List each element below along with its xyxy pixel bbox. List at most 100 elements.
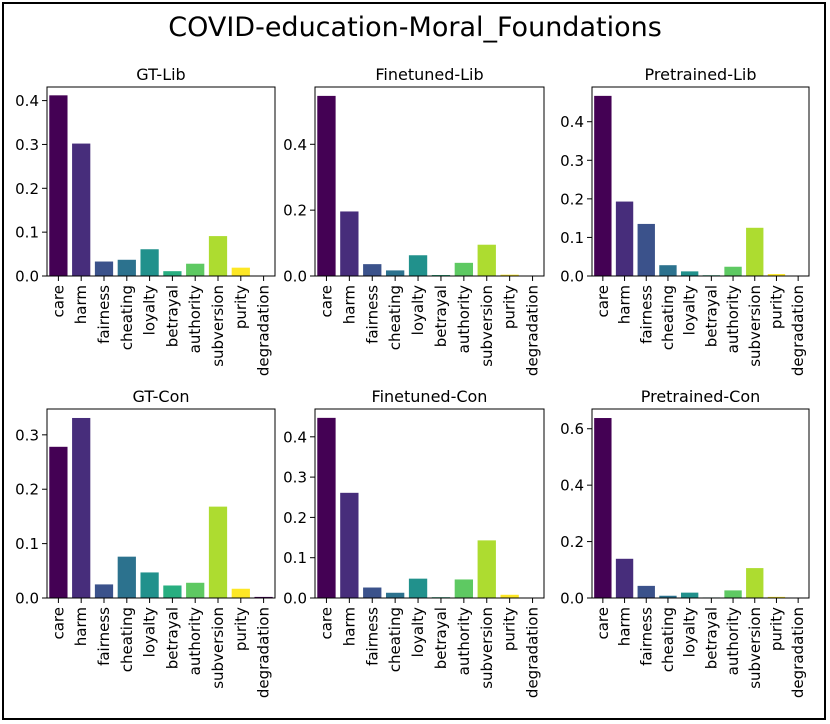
y-tick-label: 0.2 [560,190,584,208]
x-tick-label: betrayal [702,285,720,347]
y-tick-label: 0.4 [15,92,39,110]
y-tick-label: 0.0 [283,268,307,286]
x-tick-label: purity [232,607,250,651]
y-tick-label: 0.1 [15,535,39,553]
chart-panel: GT-Con 0.0 0.1 0.2 0.3 care harm fairness cheati… [15,387,276,698]
axes-frame [46,408,276,599]
x-tick-label: care [49,607,67,640]
bar-authority [186,582,205,598]
axes-frame [591,86,810,277]
bar-fairness [637,223,655,276]
x-tick-label: fairness [637,285,655,344]
bar-care [594,418,612,598]
bar-care [317,417,336,598]
bar-loyalty [680,271,699,276]
chart-panel: Pretrained-Lib 0.0 0.1 0.2 0.3 0.4 care harm fai… [560,65,810,376]
x-tick-label: care [317,607,335,640]
bar-fairness [363,264,382,276]
bar-subversion [746,227,764,276]
y-tick-label: 0.1 [560,229,584,247]
x-tick-label: cheating [118,607,136,672]
x-tick-label: authority [724,285,742,353]
x-tick-label: authority [186,285,204,353]
x-tick-label: harm [340,285,358,324]
chart-title: Finetuned-Lib [375,65,483,84]
bar-harm [615,201,634,276]
y-tick-label: 0.0 [15,590,39,608]
x-tick-label: purity [501,285,519,329]
x-tick-label: purity [767,607,785,651]
bar-subversion [477,244,496,276]
x-tick-label: fairness [363,607,381,666]
bar-harm [340,492,359,598]
chart-title: Pretrained-Con [641,387,761,406]
y-tick-label: 0.3 [15,426,39,444]
bar-harm [72,143,91,276]
y-tick-label: 0.1 [15,224,39,242]
chart-panel: Finetuned-Con 0.0 0.1 0.2 0.3 0.4 care harm fair… [283,387,545,698]
x-tick-label: authority [455,285,473,353]
axes-frame [591,408,810,599]
bar-purity [231,267,250,276]
x-tick-label: cheating [386,285,404,350]
bar-subversion [746,568,764,598]
bar-harm [340,211,359,276]
y-tick-label: 0.0 [283,590,307,608]
y-tick-label: 0.3 [15,136,39,154]
x-tick-label: purity [767,285,785,329]
bar-subversion [208,236,228,276]
x-tick-label: care [49,285,67,318]
bar-care [594,95,612,276]
bar-loyalty [408,255,428,276]
bar-fairness [363,587,382,598]
x-tick-label: degradation [524,607,542,698]
x-tick-label: loyalty [409,607,427,657]
x-tick-label: cheating [659,607,677,672]
x-tick-label: betrayal [432,607,450,669]
x-tick-label: betrayal [432,285,450,347]
x-tick-label: degradation [255,607,273,698]
x-tick-label: degradation [524,285,542,376]
y-tick-label: 0.1 [283,549,307,567]
axes-frame [46,86,276,277]
x-tick-label: subversion [478,285,496,367]
chart-title: Pretrained-Lib [645,65,757,84]
x-tick-label: subversion [746,607,764,689]
bar-cheating [117,259,136,276]
bar-harm [72,417,91,598]
y-tick-label: 0.0 [15,268,39,286]
x-tick-label: subversion [209,607,227,689]
x-tick-label: subversion [478,607,496,689]
bar-betrayal [163,585,182,598]
x-tick-label: betrayal [163,607,181,669]
chart-title: Finetuned-Con [372,387,488,406]
x-tick-label: purity [501,607,519,651]
bar-authority [454,579,474,598]
bar-care [317,95,336,276]
x-tick-label: cheating [118,285,136,350]
chart-panel: GT-Lib 0.0 0.1 0.2 0.3 0.4 care harm fairness che… [15,65,276,376]
y-tick-label: 0.4 [283,428,307,446]
x-tick-label: harm [616,285,634,324]
x-tick-label: degradation [789,285,807,376]
x-tick-label: fairness [363,285,381,344]
bar-cheating [117,556,136,598]
chart-title: GT-Lib [136,65,185,84]
chart-title: GT-Con [132,387,189,406]
x-tick-label: subversion [746,285,764,367]
bar-harm [615,558,634,598]
bar-purity [500,594,519,598]
bar-loyalty [680,592,699,598]
x-tick-label: loyalty [141,285,159,335]
bar-fairness [637,585,655,598]
bar-authority [724,266,742,276]
x-tick-label: fairness [95,607,113,666]
x-tick-label: harm [616,607,634,646]
x-tick-label: loyalty [681,285,699,335]
chart-panel: Finetuned-Lib 0.0 0.2 0.4 care harm fairness ch… [283,65,545,376]
bar-fairness [94,584,114,598]
x-tick-label: purity [232,285,250,329]
figure-title: COVID-education-Moral_Foundations [168,12,662,43]
